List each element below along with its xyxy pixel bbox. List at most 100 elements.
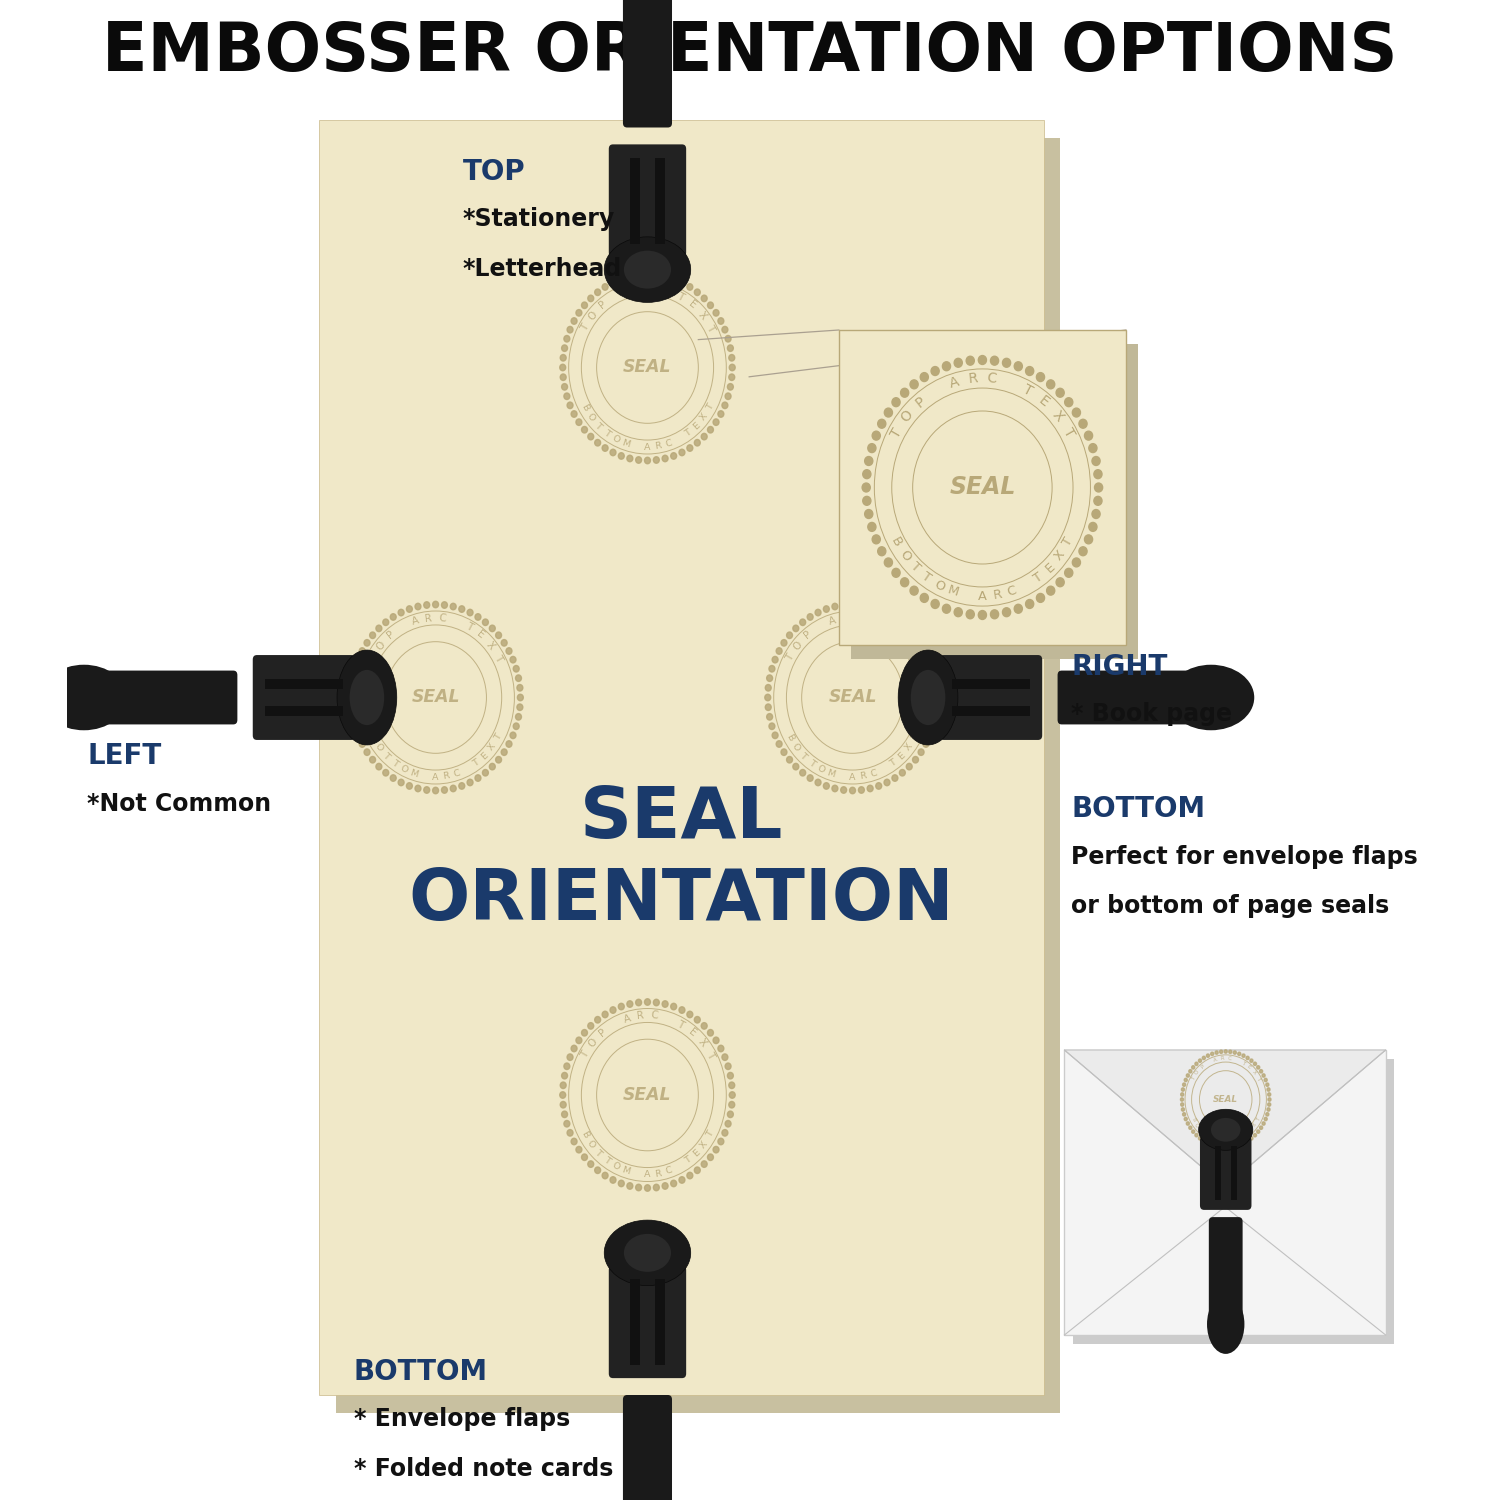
- Text: * Book page: * Book page: [1071, 702, 1232, 726]
- Text: A: A: [644, 1170, 651, 1179]
- Text: R: R: [654, 1168, 662, 1179]
- Circle shape: [483, 620, 489, 626]
- Circle shape: [518, 704, 524, 711]
- Circle shape: [1224, 1146, 1227, 1149]
- Circle shape: [627, 1182, 633, 1190]
- Circle shape: [1095, 483, 1102, 492]
- Circle shape: [1262, 1122, 1264, 1125]
- Circle shape: [932, 366, 939, 375]
- Circle shape: [722, 327, 728, 333]
- Circle shape: [687, 1011, 693, 1017]
- Circle shape: [1180, 1094, 1184, 1096]
- Circle shape: [1047, 380, 1054, 388]
- Circle shape: [1220, 1146, 1222, 1149]
- Circle shape: [1186, 1074, 1190, 1077]
- Circle shape: [576, 1036, 582, 1044]
- Circle shape: [680, 1007, 686, 1014]
- Circle shape: [432, 788, 438, 794]
- Circle shape: [708, 302, 714, 309]
- Circle shape: [376, 626, 382, 632]
- Circle shape: [862, 496, 871, 506]
- Text: T: T: [1256, 1077, 1262, 1082]
- FancyBboxPatch shape: [1200, 1136, 1251, 1210]
- Ellipse shape: [604, 237, 690, 303]
- Circle shape: [1072, 558, 1080, 567]
- Circle shape: [416, 603, 422, 610]
- Circle shape: [786, 632, 792, 639]
- Circle shape: [1266, 1083, 1269, 1086]
- Circle shape: [1228, 1050, 1232, 1053]
- Circle shape: [954, 358, 963, 368]
- Text: A: A: [978, 590, 987, 603]
- Text: P: P: [914, 393, 928, 410]
- Circle shape: [1182, 1113, 1185, 1116]
- Circle shape: [441, 602, 447, 609]
- Text: E: E: [897, 750, 908, 760]
- Circle shape: [1056, 578, 1064, 586]
- Text: T: T: [579, 322, 591, 333]
- Circle shape: [954, 608, 963, 616]
- Circle shape: [670, 453, 676, 459]
- Circle shape: [930, 723, 936, 729]
- Text: or bottom of page seals: or bottom of page seals: [1071, 894, 1389, 918]
- Circle shape: [602, 284, 608, 290]
- Text: T: T: [1256, 1118, 1262, 1122]
- Circle shape: [1246, 1140, 1250, 1143]
- Text: X: X: [699, 1138, 709, 1150]
- Circle shape: [892, 568, 900, 578]
- Circle shape: [424, 786, 429, 794]
- Circle shape: [794, 764, 800, 770]
- Text: R: R: [1220, 1056, 1224, 1062]
- Circle shape: [708, 1029, 714, 1036]
- Text: T: T: [675, 291, 686, 303]
- Text: B: B: [888, 536, 904, 549]
- Text: R: R: [992, 588, 1002, 603]
- Circle shape: [833, 603, 839, 610]
- Text: T: T: [908, 560, 922, 574]
- Circle shape: [927, 657, 933, 663]
- Text: T: T: [798, 750, 808, 760]
- Circle shape: [390, 776, 396, 782]
- Circle shape: [1215, 1144, 1218, 1148]
- Circle shape: [459, 606, 465, 612]
- Circle shape: [700, 1023, 706, 1029]
- Circle shape: [582, 302, 588, 309]
- Circle shape: [627, 454, 633, 462]
- Text: SEAL
ORIENTATION: SEAL ORIENTATION: [410, 783, 954, 936]
- Circle shape: [1065, 398, 1072, 406]
- Text: T: T: [464, 621, 474, 633]
- Circle shape: [884, 778, 890, 786]
- Circle shape: [933, 714, 939, 720]
- Text: T: T: [1022, 382, 1035, 399]
- Circle shape: [794, 626, 800, 632]
- Text: R: R: [842, 614, 849, 624]
- Circle shape: [561, 1112, 567, 1118]
- Circle shape: [1254, 1062, 1257, 1065]
- Text: T: T: [705, 322, 716, 333]
- Circle shape: [906, 626, 912, 632]
- Text: E: E: [480, 750, 490, 760]
- Circle shape: [868, 444, 876, 453]
- Circle shape: [450, 603, 456, 610]
- Text: O: O: [897, 548, 914, 564]
- Text: C: C: [664, 1166, 674, 1176]
- Circle shape: [1268, 1094, 1270, 1096]
- Text: R: R: [968, 372, 978, 387]
- Circle shape: [815, 778, 821, 786]
- Circle shape: [765, 704, 771, 711]
- Circle shape: [564, 1064, 570, 1070]
- Circle shape: [670, 1180, 676, 1186]
- Circle shape: [1257, 1130, 1260, 1134]
- Text: X: X: [902, 639, 914, 651]
- Circle shape: [849, 602, 855, 608]
- Circle shape: [466, 609, 472, 616]
- Circle shape: [900, 578, 909, 586]
- Circle shape: [932, 600, 939, 609]
- Circle shape: [910, 380, 918, 388]
- Circle shape: [729, 374, 735, 381]
- Circle shape: [1260, 1126, 1263, 1130]
- Circle shape: [824, 783, 830, 789]
- Circle shape: [728, 1072, 734, 1078]
- Text: X: X: [903, 741, 915, 753]
- Text: X: X: [699, 411, 709, 423]
